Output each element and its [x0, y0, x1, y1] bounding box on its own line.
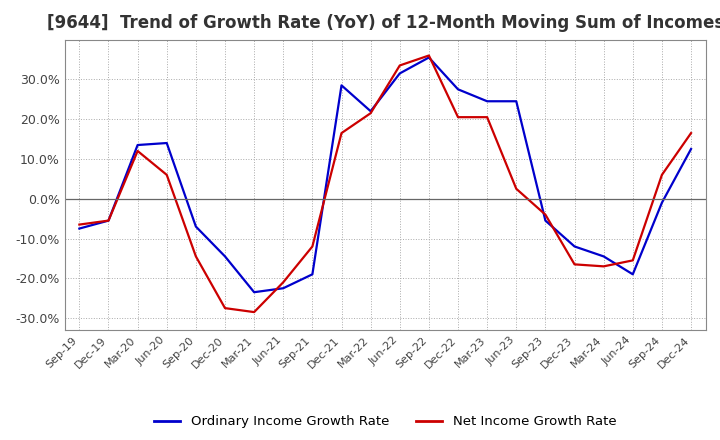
Net Income Growth Rate	[104, 218, 113, 223]
Ordinary Income Growth Rate	[75, 226, 84, 231]
Net Income Growth Rate	[395, 63, 404, 68]
Ordinary Income Growth Rate	[657, 200, 666, 205]
Net Income Growth Rate	[570, 262, 579, 267]
Net Income Growth Rate	[687, 130, 696, 136]
Ordinary Income Growth Rate	[133, 143, 142, 148]
Ordinary Income Growth Rate	[192, 224, 200, 229]
Ordinary Income Growth Rate	[599, 254, 608, 259]
Net Income Growth Rate	[629, 258, 637, 263]
Ordinary Income Growth Rate	[687, 147, 696, 152]
Net Income Growth Rate	[454, 114, 462, 120]
Net Income Growth Rate	[75, 222, 84, 227]
Net Income Growth Rate	[220, 305, 229, 311]
Ordinary Income Growth Rate	[629, 271, 637, 277]
Ordinary Income Growth Rate	[366, 109, 375, 114]
Net Income Growth Rate	[133, 148, 142, 154]
Ordinary Income Growth Rate	[425, 55, 433, 60]
Ordinary Income Growth Rate	[308, 271, 317, 277]
Net Income Growth Rate	[599, 264, 608, 269]
Net Income Growth Rate	[425, 53, 433, 58]
Ordinary Income Growth Rate	[541, 218, 550, 223]
Net Income Growth Rate	[308, 244, 317, 249]
Net Income Growth Rate	[192, 254, 200, 259]
Ordinary Income Growth Rate	[220, 254, 229, 259]
Net Income Growth Rate	[337, 130, 346, 136]
Net Income Growth Rate	[250, 309, 258, 315]
Line: Net Income Growth Rate: Net Income Growth Rate	[79, 55, 691, 312]
Net Income Growth Rate	[163, 172, 171, 177]
Ordinary Income Growth Rate	[395, 71, 404, 76]
Ordinary Income Growth Rate	[250, 290, 258, 295]
Ordinary Income Growth Rate	[512, 99, 521, 104]
Net Income Growth Rate	[541, 212, 550, 217]
Net Income Growth Rate	[366, 110, 375, 116]
Ordinary Income Growth Rate	[483, 99, 492, 104]
Net Income Growth Rate	[483, 114, 492, 120]
Title: [9644]  Trend of Growth Rate (YoY) of 12-Month Moving Sum of Incomes: [9644] Trend of Growth Rate (YoY) of 12-…	[47, 15, 720, 33]
Ordinary Income Growth Rate	[570, 244, 579, 249]
Net Income Growth Rate	[512, 186, 521, 191]
Ordinary Income Growth Rate	[337, 83, 346, 88]
Net Income Growth Rate	[657, 172, 666, 177]
Net Income Growth Rate	[279, 280, 287, 285]
Ordinary Income Growth Rate	[163, 140, 171, 146]
Legend: Ordinary Income Growth Rate, Net Income Growth Rate: Ordinary Income Growth Rate, Net Income …	[149, 410, 621, 434]
Ordinary Income Growth Rate	[279, 286, 287, 291]
Line: Ordinary Income Growth Rate: Ordinary Income Growth Rate	[79, 58, 691, 292]
Ordinary Income Growth Rate	[454, 87, 462, 92]
Ordinary Income Growth Rate	[104, 218, 113, 223]
